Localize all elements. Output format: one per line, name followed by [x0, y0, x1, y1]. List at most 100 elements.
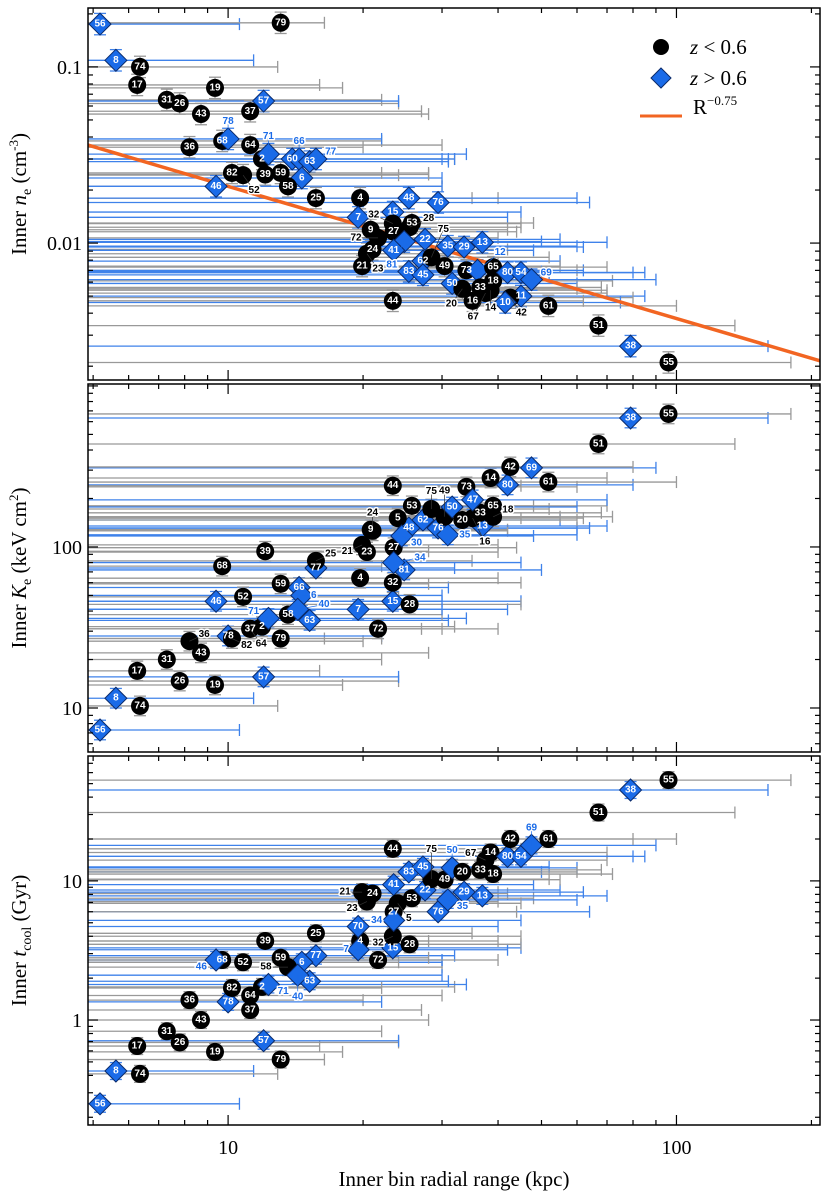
point-label: 55 — [663, 775, 675, 786]
point-label: 43 — [195, 1015, 207, 1026]
circle-marker — [180, 138, 199, 157]
point-label: 57 — [258, 96, 270, 107]
cluster-point-80 — [495, 473, 520, 497]
cluster-point-35 — [436, 888, 460, 912]
panel-t-frame — [87, 755, 821, 1126]
cluster-point-7 — [346, 205, 370, 230]
point-label: 62 — [417, 256, 429, 267]
circle-marker — [128, 1037, 147, 1056]
point-label: 75 — [426, 844, 438, 855]
point-label: 63 — [304, 156, 316, 167]
point-label: 39 — [260, 169, 272, 180]
diamond-marker — [509, 260, 533, 285]
cluster-point-43 — [191, 1011, 210, 1030]
point-label: 52 — [238, 591, 250, 602]
label-leader-line — [249, 628, 262, 645]
circle-marker — [402, 889, 421, 908]
point-label: 21 — [357, 261, 369, 272]
cluster-point-14 — [481, 469, 500, 488]
cluster-point-10 — [493, 290, 517, 315]
point-label: 36 — [199, 629, 211, 640]
point-label: 29 — [459, 241, 471, 252]
circle-marker — [213, 557, 232, 576]
point-label: 80 — [502, 479, 514, 490]
label-leader-line — [366, 253, 379, 270]
point-label: 46 — [210, 596, 222, 607]
circle-marker — [241, 102, 260, 121]
point-label: 2 — [259, 154, 265, 165]
cluster-point-44 — [383, 291, 402, 310]
point-label: 6 — [299, 957, 305, 968]
circle-marker — [191, 1011, 210, 1030]
point-label: 43 — [195, 647, 207, 658]
cluster-point-61 — [539, 830, 558, 849]
legend: z < 0.6 z > 0.6 R−0.75 — [640, 35, 747, 119]
panel-K-frame — [87, 383, 821, 753]
label-leader-line — [297, 604, 325, 610]
point-label: 39 — [260, 546, 272, 557]
diamond-marker — [88, 12, 112, 36]
point-label: 14 — [485, 473, 497, 484]
point-label: 63 — [304, 976, 316, 987]
x-tick-label: 100 — [661, 1137, 691, 1159]
diamond-marker — [204, 174, 228, 199]
circle-marker — [435, 257, 454, 276]
point-label: 76 — [433, 523, 445, 534]
label-leader-line — [393, 557, 421, 563]
point-label: 44 — [387, 480, 399, 491]
diamond-marker — [251, 1029, 276, 1053]
diamond-marker — [519, 833, 544, 858]
point-label: 83 — [403, 266, 415, 277]
diamond-marker — [452, 880, 476, 904]
label-leader-line — [347, 544, 363, 553]
point-label: 33 — [475, 282, 487, 293]
diamond-marker — [618, 778, 643, 802]
circle-marker — [539, 296, 558, 315]
cluster-point-25 — [306, 924, 325, 943]
label-leader-line — [315, 553, 331, 562]
diamond-marker — [426, 190, 450, 215]
point-label: 53 — [406, 893, 418, 904]
point-label: 57 — [258, 1035, 270, 1046]
cluster-point-19 — [206, 675, 225, 694]
point-label: 23 — [372, 263, 384, 274]
circle-marker — [170, 672, 189, 691]
point-label: 4 — [357, 573, 363, 584]
circle-marker — [157, 650, 176, 669]
point-label: 72 — [372, 955, 384, 966]
fit-line-clip — [88, 143, 820, 363]
point-label: 41 — [388, 879, 400, 890]
circle-marker — [271, 163, 290, 182]
cluster-point-45 — [411, 263, 435, 287]
circle-marker — [170, 1033, 189, 1052]
point-label: 51 — [593, 320, 605, 331]
point-label: 31 — [161, 94, 173, 105]
point-label: 80 — [502, 851, 514, 862]
cluster-point-15 — [381, 589, 405, 613]
panel-t-markers — [88, 771, 678, 1116]
point-label: 53 — [406, 500, 418, 511]
cluster-point-64 — [241, 136, 260, 155]
point-label: 16 — [467, 295, 479, 306]
point-label: 54 — [515, 267, 527, 278]
circle-marker — [388, 509, 407, 528]
point-label: 65 — [488, 500, 500, 511]
point-label: 74 — [134, 700, 146, 711]
cluster-point-22 — [413, 227, 437, 252]
cluster-point-21 — [353, 257, 372, 276]
label-leader-line — [470, 853, 486, 861]
point-label: 81 — [386, 260, 398, 271]
point-label: 29 — [459, 887, 471, 898]
diamond-marker — [104, 1059, 128, 1083]
cluster-point-49 — [435, 257, 454, 276]
cluster-point-51 — [589, 316, 608, 335]
cluster-point-46 — [204, 174, 228, 199]
point-label: 42 — [516, 307, 528, 318]
legend-label-high-z: z > 0.6 — [689, 66, 747, 90]
point-label: 73 — [461, 265, 473, 276]
label-part: Inner — [7, 599, 31, 649]
point-label: 45 — [417, 861, 429, 872]
point-label: 79 — [275, 1054, 287, 1065]
panel-ne-markers — [88, 12, 678, 372]
